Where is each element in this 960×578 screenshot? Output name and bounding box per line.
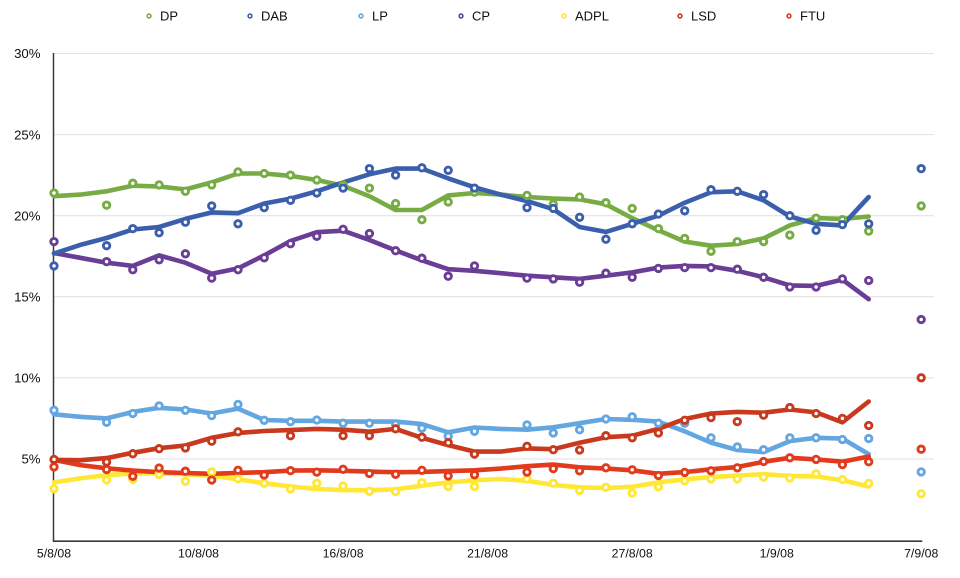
svg-text:5/8/08: 5/8/08 [37,547,71,561]
svg-text:FTU: FTU [800,9,825,24]
svg-text:27/8/08: 27/8/08 [612,547,653,561]
svg-text:LP: LP [372,9,388,24]
svg-text:DP: DP [160,9,178,24]
svg-text:CP: CP [472,9,490,24]
svg-text:5%: 5% [21,452,40,467]
svg-text:20%: 20% [14,208,41,223]
svg-text:ADPL: ADPL [575,9,609,24]
svg-text:1/9/08: 1/9/08 [760,547,794,561]
svg-text:15%: 15% [14,289,41,304]
svg-text:16/8/08: 16/8/08 [323,547,364,561]
svg-text:10%: 10% [14,371,41,386]
svg-text:25%: 25% [14,127,41,142]
svg-text:DAB: DAB [261,9,288,24]
svg-text:30%: 30% [14,46,41,61]
svg-text:7/9/08: 7/9/08 [904,547,938,561]
svg-text:LSD: LSD [691,9,716,24]
svg-text:21/8/08: 21/8/08 [467,547,508,561]
svg-text:10/8/08: 10/8/08 [178,547,219,561]
